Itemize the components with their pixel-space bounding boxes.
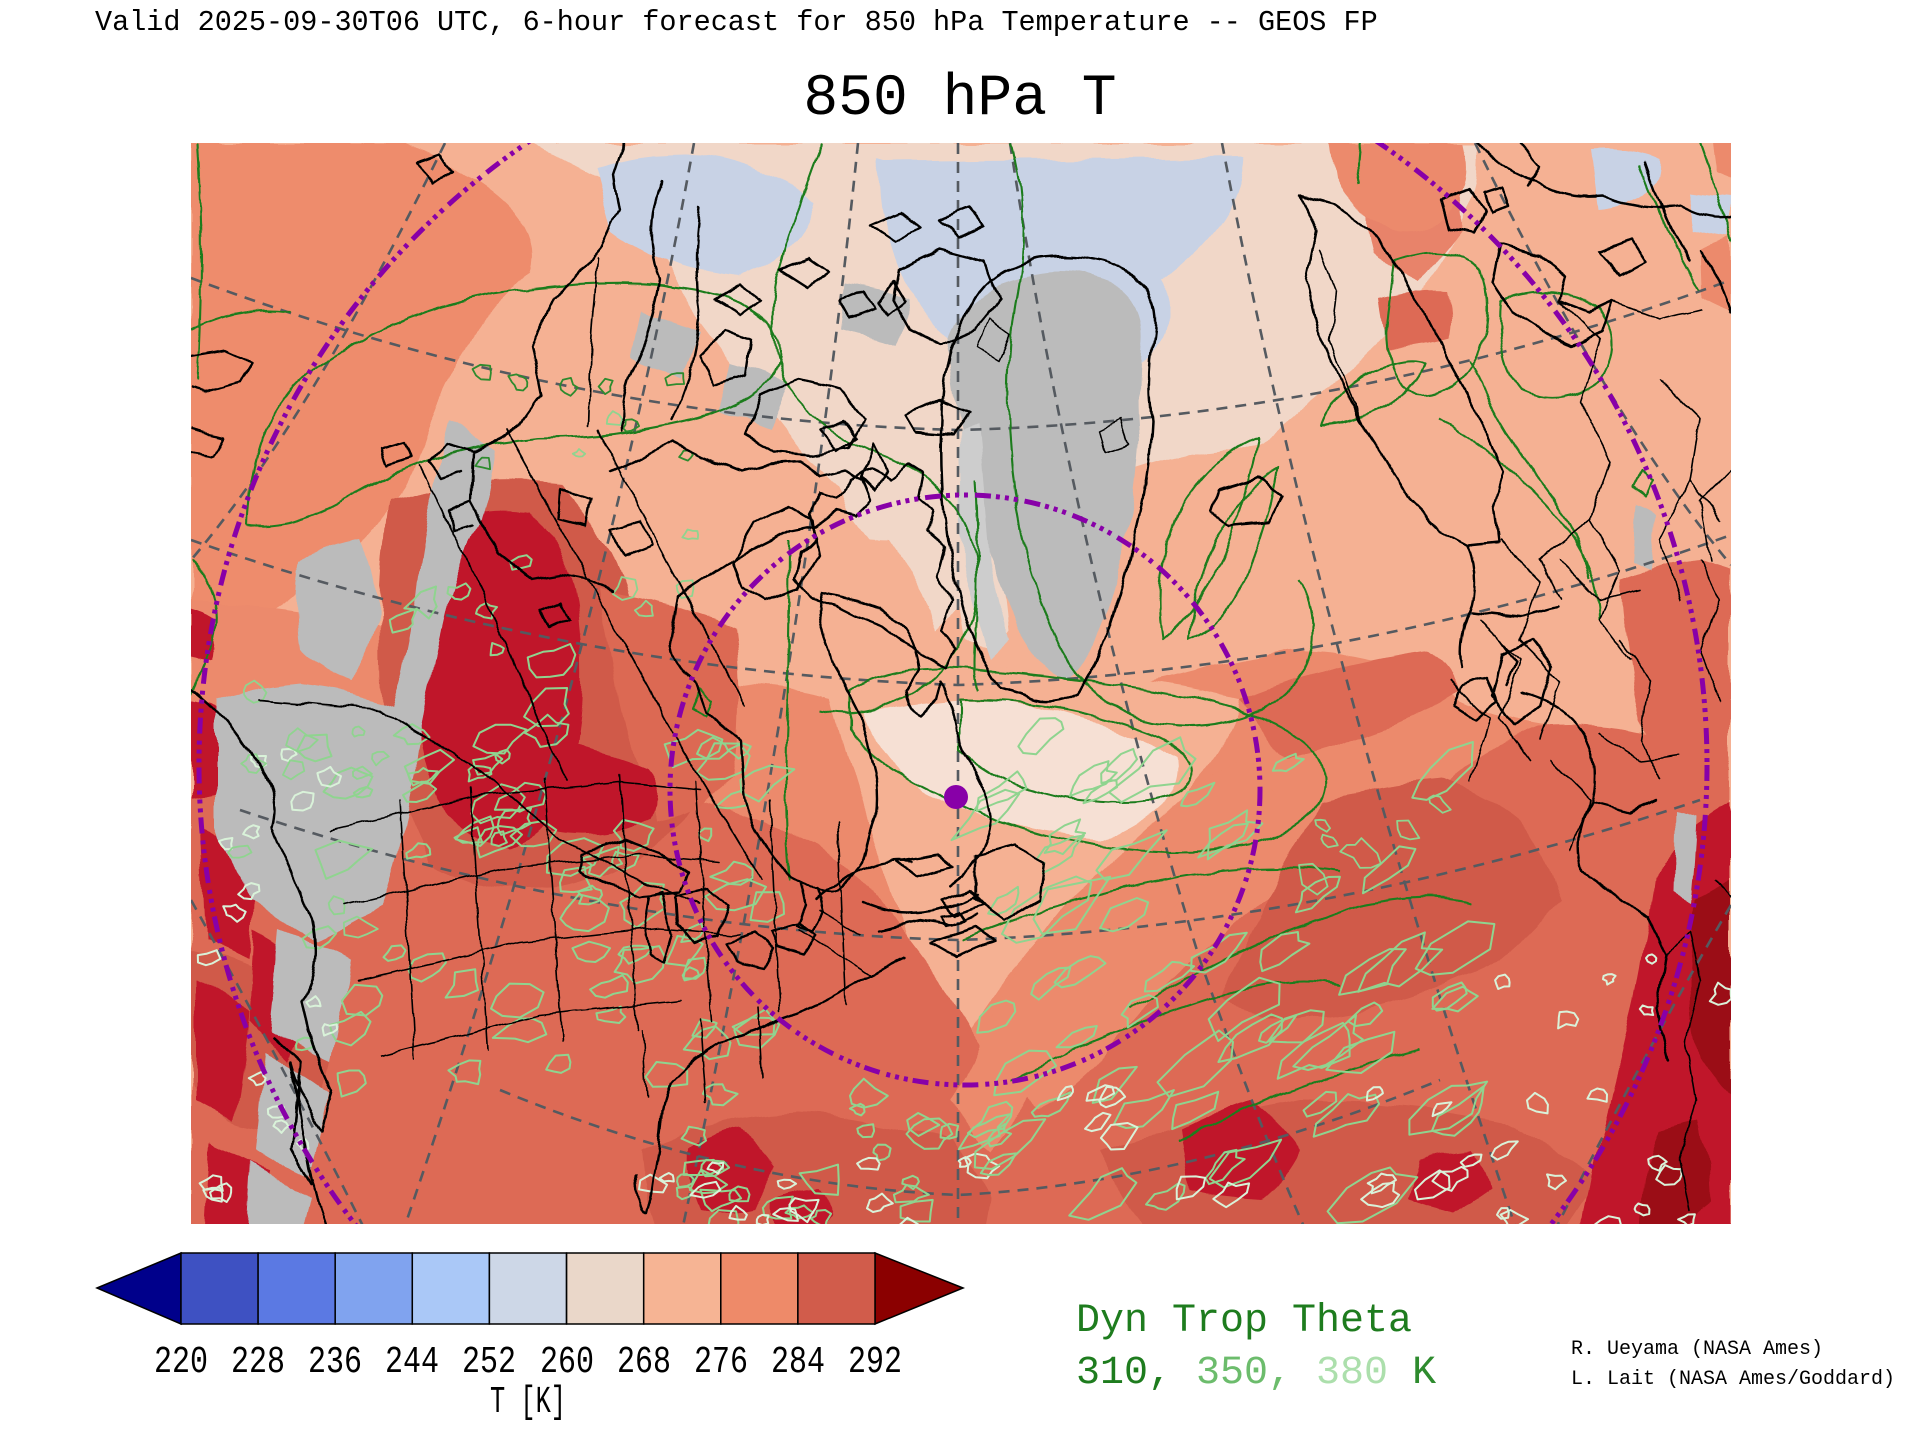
svg-text:850 hPa T: 850 hPa T bbox=[803, 67, 1116, 132]
svg-text:292: 292 bbox=[848, 1341, 902, 1384]
svg-text:310, 350, 380 K: 310, 350, 380 K bbox=[1076, 1351, 1436, 1396]
svg-text:260: 260 bbox=[540, 1341, 594, 1384]
svg-text:268: 268 bbox=[617, 1341, 671, 1384]
svg-text:Valid 2025-09-30T06 UTC, 6-hou: Valid 2025-09-30T06 UTC, 6-hour forecast… bbox=[95, 6, 1378, 39]
svg-text:Dyn Trop Theta: Dyn Trop Theta bbox=[1076, 1299, 1412, 1344]
svg-text:244: 244 bbox=[385, 1341, 439, 1384]
svg-text:T [K]: T [K] bbox=[490, 1381, 566, 1424]
svg-text:236: 236 bbox=[308, 1341, 362, 1384]
svg-text:R. Ueyama (NASA Ames): R. Ueyama (NASA Ames) bbox=[1571, 1338, 1823, 1361]
svg-text:228: 228 bbox=[231, 1341, 285, 1384]
svg-text:220: 220 bbox=[154, 1341, 208, 1384]
svg-text:252: 252 bbox=[462, 1341, 516, 1384]
svg-text:284: 284 bbox=[771, 1341, 825, 1384]
svg-text:L. Lait (NASA Ames/Goddard): L. Lait (NASA Ames/Goddard) bbox=[1571, 1368, 1895, 1391]
svg-text:276: 276 bbox=[694, 1341, 748, 1384]
